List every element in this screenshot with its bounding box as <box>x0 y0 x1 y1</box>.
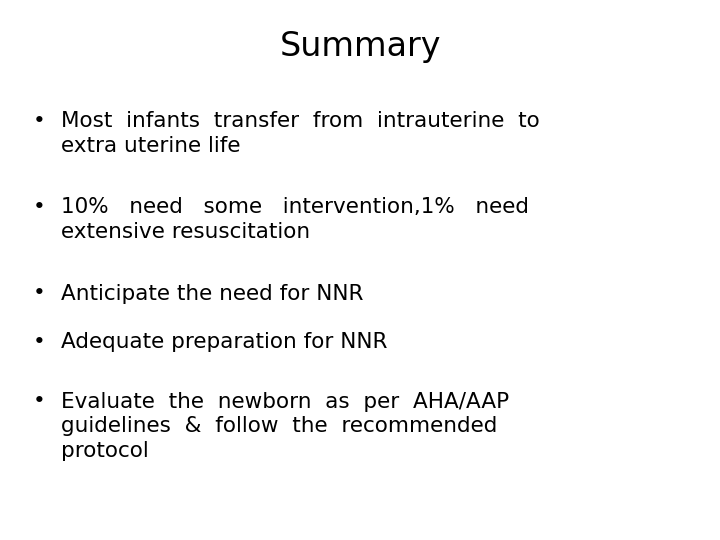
Text: •: • <box>32 111 45 131</box>
Text: Most  infants  transfer  from  intrauterine  to
extra uterine life: Most infants transfer from intrauterine … <box>61 111 540 156</box>
Text: Summary: Summary <box>279 30 441 63</box>
Text: Evaluate  the  newborn  as  per  AHA/AAP
guidelines  &  follow  the  recommended: Evaluate the newborn as per AHA/AAP guid… <box>61 392 509 461</box>
Text: •: • <box>32 197 45 217</box>
Text: Adequate preparation for NNR: Adequate preparation for NNR <box>61 332 387 352</box>
Text: •: • <box>32 392 45 411</box>
Text: Anticipate the need for NNR: Anticipate the need for NNR <box>61 284 364 303</box>
Text: 10%   need   some   intervention,1%   need
extensive resuscitation: 10% need some intervention,1% need exten… <box>61 197 529 242</box>
Text: •: • <box>32 332 45 352</box>
Text: •: • <box>32 284 45 303</box>
